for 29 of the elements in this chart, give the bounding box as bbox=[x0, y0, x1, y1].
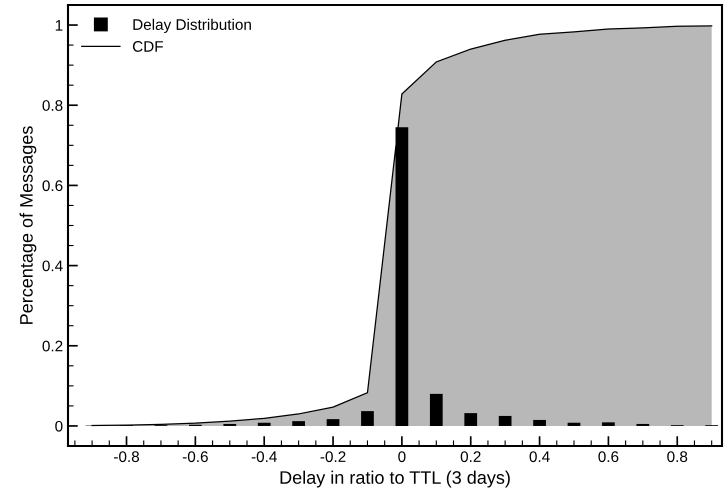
x-tick-label: 0.8 bbox=[667, 451, 688, 462]
x-tick-label: 0.4 bbox=[530, 451, 550, 462]
bar bbox=[361, 411, 374, 426]
bar bbox=[602, 422, 615, 426]
y-tick-label: 0.6 bbox=[42, 180, 62, 192]
y-tick-label: 0.8 bbox=[42, 100, 62, 111]
x-tick-label: 0.2 bbox=[460, 451, 481, 462]
bar bbox=[464, 413, 478, 426]
bar bbox=[326, 419, 340, 426]
y-tick-label: 1 bbox=[56, 20, 62, 31]
legend-label: CDF bbox=[132, 41, 163, 52]
x-tick-label: -0.4 bbox=[252, 451, 277, 462]
x-tick-label: -0.2 bbox=[320, 451, 346, 462]
bar bbox=[498, 416, 512, 426]
x-tick-label: 0.6 bbox=[598, 451, 618, 462]
y-tick-label: 0.2 bbox=[42, 340, 62, 352]
bar bbox=[430, 394, 443, 426]
y-tick-label: 0 bbox=[55, 420, 63, 432]
bar bbox=[568, 422, 580, 426]
legend-label: Delay Distribution bbox=[133, 18, 251, 33]
bar bbox=[258, 422, 271, 426]
x-tick-label: 0 bbox=[398, 451, 406, 462]
x-axis-title: Delay in ratio to TTL (3 days) bbox=[280, 470, 510, 488]
y-axis-title: Percentage of Messages bbox=[20, 126, 36, 324]
x-tick-label: -0.6 bbox=[182, 451, 208, 462]
x-tick-label: -0.8 bbox=[114, 451, 140, 462]
y-tick-label: 0.4 bbox=[42, 260, 63, 272]
bar bbox=[533, 420, 546, 426]
bar bbox=[292, 421, 305, 426]
